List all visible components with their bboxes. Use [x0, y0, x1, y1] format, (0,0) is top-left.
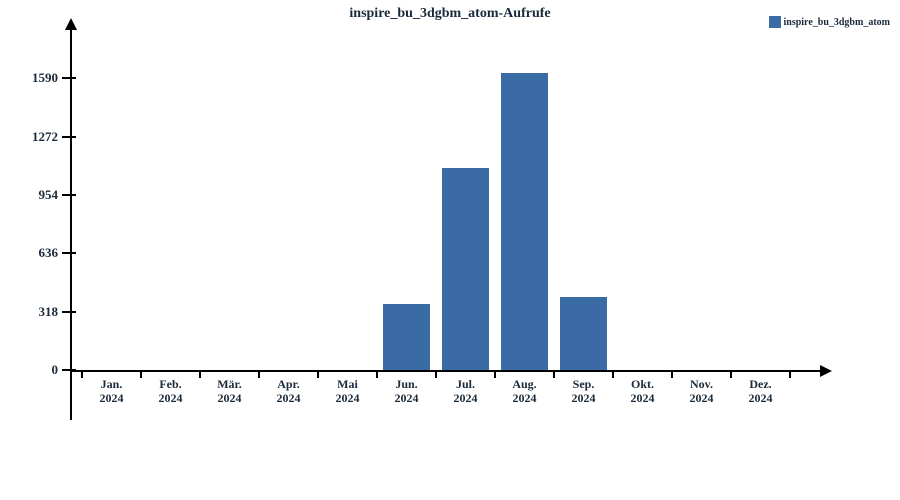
x-axis — [70, 370, 830, 372]
x-tick-label: Jan.2024 — [100, 378, 124, 406]
y-tick-label: 0 — [52, 362, 59, 378]
x-tick-label: Nov.2024 — [690, 378, 714, 406]
x-tick-label: Okt.2024 — [631, 378, 655, 406]
x-tick — [435, 370, 437, 378]
y-tick-label: 954 — [39, 187, 59, 203]
x-tick — [258, 370, 260, 378]
x-tick — [199, 370, 201, 378]
x-tick — [789, 370, 791, 378]
y-tick-label: 1272 — [32, 129, 58, 145]
y-tick-label: 636 — [39, 245, 59, 261]
y-tick — [62, 136, 70, 138]
x-tick — [376, 370, 378, 378]
bar — [560, 297, 606, 370]
x-tick-label: Dez.2024 — [749, 378, 773, 406]
x-tick — [553, 370, 555, 378]
bar — [383, 304, 429, 370]
x-tick — [317, 370, 319, 378]
x-tick-label: Aug.2024 — [512, 378, 536, 406]
y-tick — [62, 311, 70, 313]
bar — [501, 73, 547, 370]
plot-area: 031863695412721590 Jan.2024Feb.2024Mär.2… — [70, 20, 830, 420]
x-tick-label: Sep.2024 — [572, 378, 596, 406]
x-tick-label: Mai2024 — [336, 378, 360, 406]
y-tick-label: 318 — [39, 304, 59, 320]
x-tick — [494, 370, 496, 378]
bar — [442, 168, 488, 370]
y-tick — [62, 194, 70, 196]
y-tick — [62, 369, 70, 371]
x-tick-label: Apr.2024 — [277, 378, 301, 406]
y-tick — [62, 252, 70, 254]
x-tick — [140, 370, 142, 378]
y-tick-label: 1590 — [32, 70, 58, 86]
x-tick — [612, 370, 614, 378]
x-tick — [81, 370, 83, 378]
x-tick-label: Jul.2024 — [454, 378, 478, 406]
x-tick — [671, 370, 673, 378]
x-tick-label: Feb.2024 — [159, 378, 183, 406]
x-tick-label: Jun.2024 — [395, 378, 419, 406]
x-tick — [730, 370, 732, 378]
x-tick-label: Mär.2024 — [217, 378, 242, 406]
y-tick — [62, 77, 70, 79]
